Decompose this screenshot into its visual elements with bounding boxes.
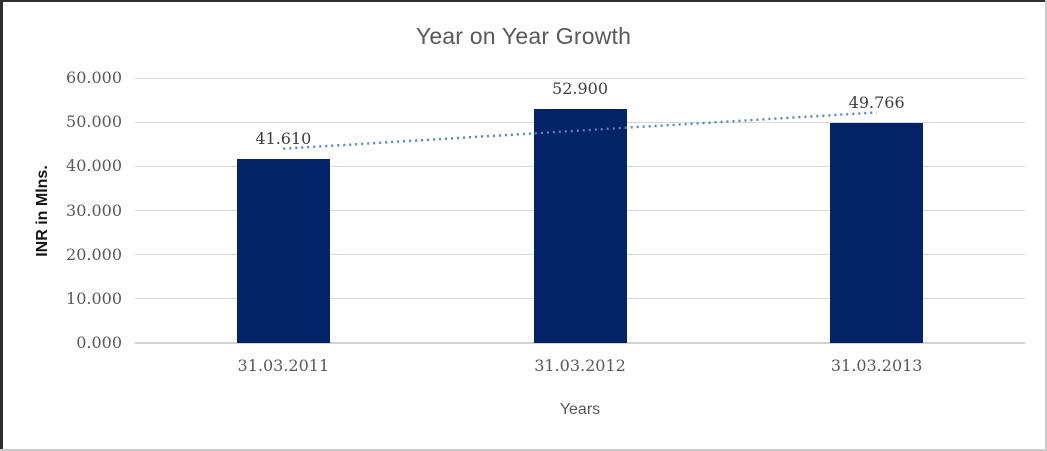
y-tick-label: 50.000: [66, 112, 122, 132]
y-tick-label: 20.000: [66, 244, 122, 264]
x-axis-ticks: 31.03.2011 31.03.2012 31.03.2013: [135, 356, 1025, 375]
y-tick-label: 40.000: [66, 156, 122, 176]
frame-border-left: [0, 0, 3, 451]
chart-title: Year on Year Growth: [415, 23, 632, 49]
bar-31.03.2012: [533, 109, 627, 343]
frame-border-top: [0, 0, 1047, 2]
x-tick-label: 31.03.2013: [830, 356, 923, 375]
data-label: 49.766: [848, 93, 905, 113]
frame-border-right: [1045, 0, 1047, 451]
y-tick-label: 30.000: [66, 200, 122, 220]
gridline: [135, 77, 1025, 79]
y-tick-label: 10.000: [66, 288, 122, 308]
x-axis-title: Years: [559, 401, 601, 418]
plot-area: 41.610 52.900 49.766: [135, 77, 1025, 344]
y-axis-ticks: 0.000 10.000 20.000 30.000 40.000 50.000 60.00…: [0, 68, 122, 352]
bar-31.03.2011: [236, 159, 330, 343]
y-tick-label: 0.000: [76, 333, 122, 352]
bar-31.03.2013: [830, 123, 924, 343]
x-tick-label: 31.03.2012: [534, 356, 626, 375]
data-label: 41.610: [255, 129, 312, 149]
frame-border-bottom: [0, 449, 1047, 451]
x-tick-label: 31.03.2011: [237, 356, 330, 375]
y-tick-label: 60.000: [66, 68, 122, 87]
x-axis-line: [135, 342, 1025, 344]
data-label: 52.900: [552, 79, 608, 99]
